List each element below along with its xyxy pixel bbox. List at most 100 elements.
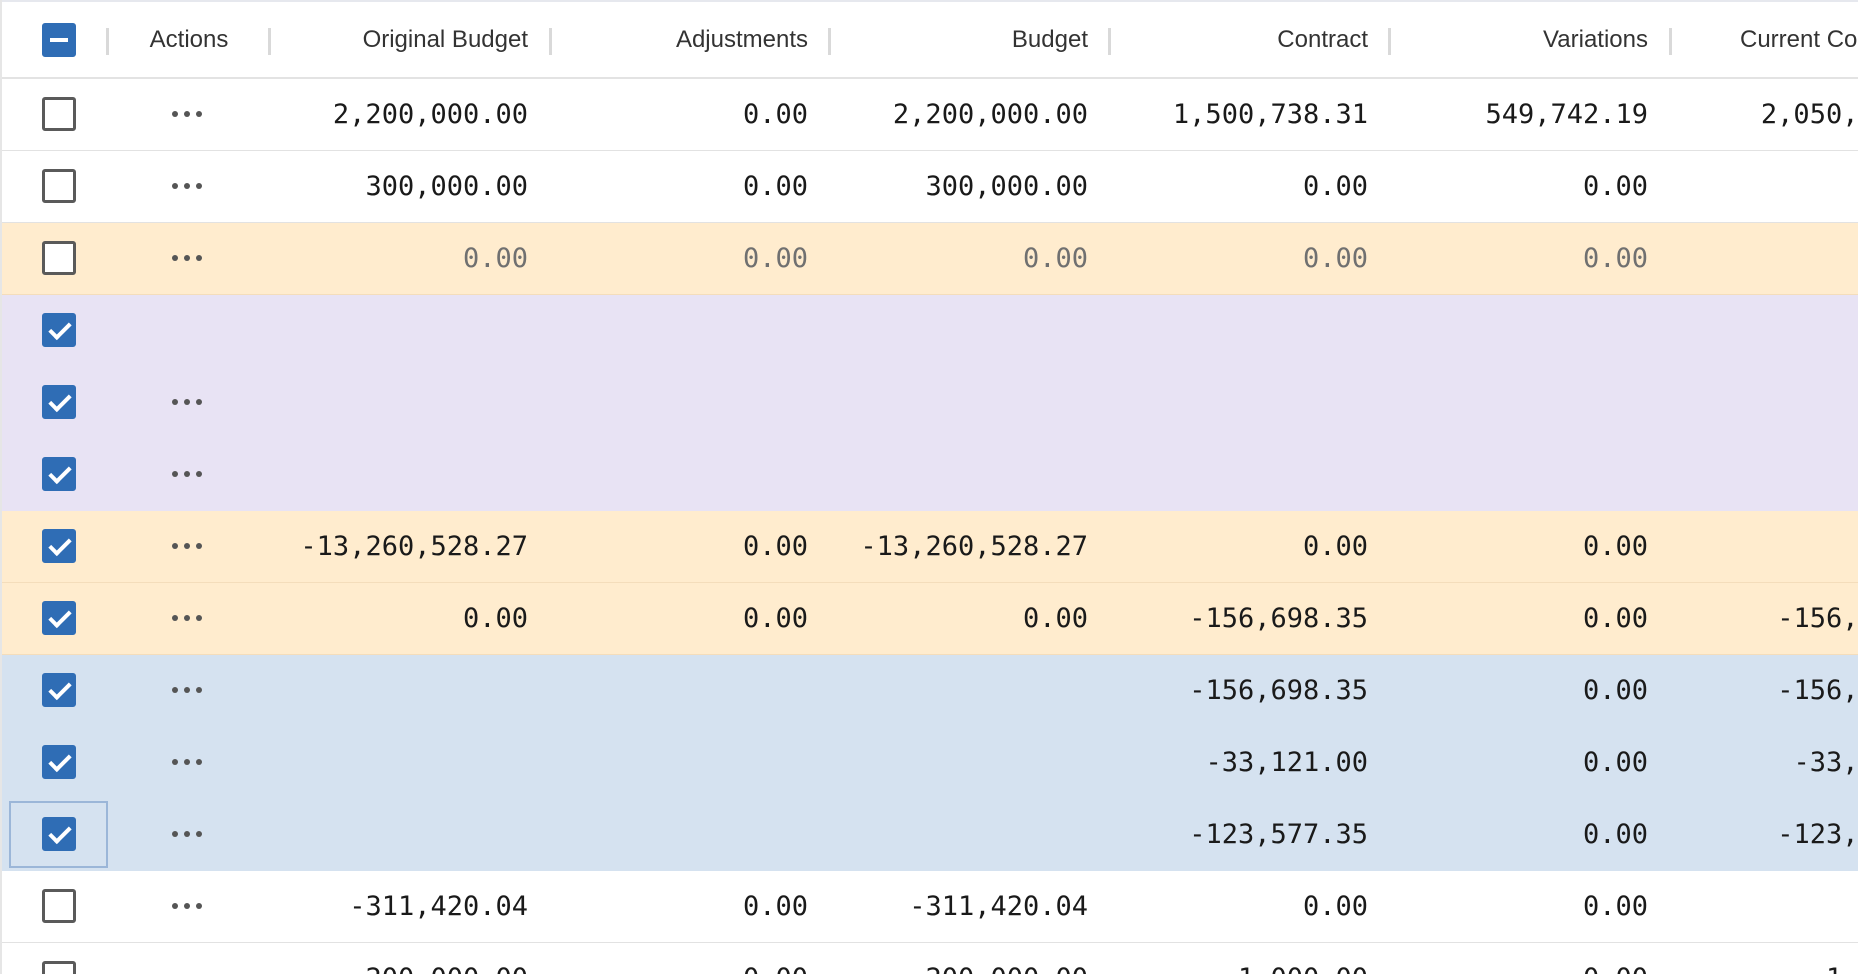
cell-original-budget[interactable]: [272, 799, 528, 870]
cell-variations[interactable]: 0.00: [1582, 603, 1648, 634]
table-row[interactable]: [0, 367, 1858, 439]
column-resize-handle[interactable]: [549, 28, 552, 55]
cell-adjustments[interactable]: 0.00: [742, 531, 808, 562]
row-select-checkbox[interactable]: [42, 241, 76, 275]
cell-variations[interactable]: 549,742.19: [1485, 99, 1648, 130]
cell-current-contract[interactable]: [1700, 223, 1858, 294]
table-row[interactable]: -13,260,528.27 0.00 -13,260,528.27 0.00 0.00: [0, 511, 1858, 583]
cell-contract[interactable]: 0.00: [1302, 171, 1368, 202]
more-horizontal-icon[interactable]: [172, 254, 202, 262]
cell-current-contract[interactable]: -156,698.35: [1777, 603, 1858, 634]
cell-current-contract[interactable]: [1700, 871, 1858, 942]
cell-contract[interactable]: -156,698.35: [1189, 675, 1368, 706]
cell-variations[interactable]: 0.00: [1392, 943, 1648, 974]
more-horizontal-icon[interactable]: [172, 542, 202, 550]
cell-contract[interactable]: -123,577.35: [1189, 819, 1368, 850]
table-row[interactable]: -311,420.04 0.00 -311,420.04 0.00 0.00: [0, 871, 1858, 943]
table-row[interactable]: -123,577.35 0.00 -123,577.35: [0, 799, 1858, 871]
row-select-checkbox[interactable]: [42, 169, 76, 203]
row-select-checkbox[interactable]: [42, 673, 76, 707]
cell-budget[interactable]: [832, 655, 1088, 726]
cell-budget[interactable]: [832, 799, 1088, 870]
row-select-checkbox[interactable]: [42, 97, 76, 131]
column-resize-handle[interactable]: [1388, 28, 1391, 55]
cell-current-contract[interactable]: 2,050,480.50: [1760, 99, 1858, 130]
column-header-original-budget[interactable]: Original Budget: [362, 25, 528, 53]
table-row[interactable]: -33,121.00 0.00 -33,121.00: [0, 727, 1858, 799]
table-row[interactable]: 200,000.00 0.00 200,000.00 1,000.00 0.00 1,00…: [0, 943, 1858, 974]
more-horizontal-icon[interactable]: [172, 686, 202, 694]
cell-contract[interactable]: -156,698.35: [1189, 603, 1368, 634]
cell-variations[interactable]: [1392, 367, 1648, 438]
cell-current-contract[interactable]: [1700, 367, 1858, 438]
cell-budget[interactable]: 0.00: [1022, 603, 1088, 634]
cell-contract[interactable]: 0.00: [1302, 891, 1368, 922]
row-select-checkbox[interactable]: [42, 529, 76, 563]
cell-variations[interactable]: 0.00: [1582, 747, 1648, 778]
cell-original-budget[interactable]: [272, 439, 528, 510]
cell-current-contract[interactable]: [1700, 511, 1858, 582]
cell-budget[interactable]: 300,000.00: [925, 171, 1088, 202]
more-horizontal-icon[interactable]: [172, 758, 202, 766]
table-row[interactable]: 0.00 0.00 0.00 0.00 0.00: [0, 223, 1858, 295]
cell-current-contract[interactable]: [1700, 439, 1858, 510]
cell-original-budget[interactable]: [272, 367, 528, 438]
cell-original-budget[interactable]: 0.00: [462, 603, 528, 634]
column-resize-handle[interactable]: [268, 28, 271, 55]
cell-original-budget[interactable]: [272, 727, 528, 798]
cell-original-budget[interactable]: 2,200,000.00: [332, 99, 528, 130]
cell-contract[interactable]: 1,500,738.31: [1172, 99, 1368, 130]
cell-contract[interactable]: 0.00: [1302, 531, 1368, 562]
cell-adjustments[interactable]: [553, 727, 808, 798]
column-header-actions[interactable]: Actions: [149, 25, 229, 53]
cell-variations[interactable]: 0.00: [1582, 531, 1648, 562]
cell-adjustments[interactable]: 0.00: [553, 943, 808, 974]
cell-original-budget[interactable]: 0.00: [462, 243, 528, 274]
more-horizontal-icon[interactable]: [172, 830, 202, 838]
cell-budget[interactable]: -311,420.04: [909, 891, 1088, 922]
cell-budget[interactable]: 2,200,000.00: [892, 99, 1088, 130]
cell-budget[interactable]: 0.00: [1022, 243, 1088, 274]
cell-contract[interactable]: [1112, 439, 1368, 510]
row-select-checkbox[interactable]: [42, 385, 76, 419]
cell-original-budget[interactable]: [272, 655, 528, 726]
cell-adjustments[interactable]: 0.00: [742, 99, 808, 130]
cell-original-budget[interactable]: 200,000.00: [272, 943, 528, 974]
more-horizontal-icon[interactable]: [172, 614, 202, 622]
column-header-adjustments[interactable]: Adjustments: [675, 25, 808, 53]
cell-contract[interactable]: -33,121.00: [1205, 747, 1368, 778]
table-row[interactable]: 0.00 0.00 0.00 -156,698.35 0.00 -156,698.35: [0, 583, 1858, 655]
column-header-contract[interactable]: Contract: [1277, 25, 1368, 53]
cell-contract[interactable]: 1,000.00: [1112, 943, 1368, 974]
column-header-variations[interactable]: Variations: [1543, 25, 1648, 53]
cell-budget[interactable]: [832, 727, 1088, 798]
more-horizontal-icon[interactable]: [172, 182, 202, 190]
cell-variations[interactable]: 0.00: [1582, 891, 1648, 922]
cell-current-contract[interactable]: -123,577.35: [1777, 819, 1858, 850]
cell-budget[interactable]: [832, 367, 1088, 438]
table-row[interactable]: -156,698.35 0.00 -156,698.35: [0, 655, 1858, 727]
cell-original-budget[interactable]: 300,000.00: [365, 171, 528, 202]
cell-current-contract[interactable]: [1700, 295, 1858, 366]
cell-current-contract[interactable]: 1,000.00: [1700, 943, 1858, 974]
cell-contract[interactable]: [1112, 295, 1368, 366]
cell-contract[interactable]: [1112, 367, 1368, 438]
cell-adjustments[interactable]: [553, 439, 808, 510]
cell-adjustments[interactable]: [553, 655, 808, 726]
column-resize-handle[interactable]: [1669, 28, 1672, 55]
row-select-checkbox[interactable]: [42, 745, 76, 779]
cell-budget[interactable]: [832, 295, 1088, 366]
cell-variations[interactable]: [1392, 295, 1648, 366]
cell-adjustments[interactable]: [553, 799, 808, 870]
cell-adjustments[interactable]: [553, 295, 808, 366]
cell-variations[interactable]: 0.00: [1582, 675, 1648, 706]
cell-variations[interactable]: 0.00: [1582, 171, 1648, 202]
more-horizontal-icon[interactable]: [172, 110, 202, 118]
cell-budget[interactable]: -13,260,528.27: [860, 531, 1088, 562]
table-row[interactable]: 2,200,000.00 0.00 2,200,000.00 1,500,738.31…: [0, 79, 1858, 151]
table-row[interactable]: [0, 439, 1858, 511]
column-resize-handle[interactable]: [1108, 28, 1111, 55]
table-row[interactable]: [0, 295, 1858, 367]
cell-contract[interactable]: 0.00: [1302, 243, 1368, 274]
cell-budget[interactable]: 200,000.00: [832, 943, 1088, 974]
